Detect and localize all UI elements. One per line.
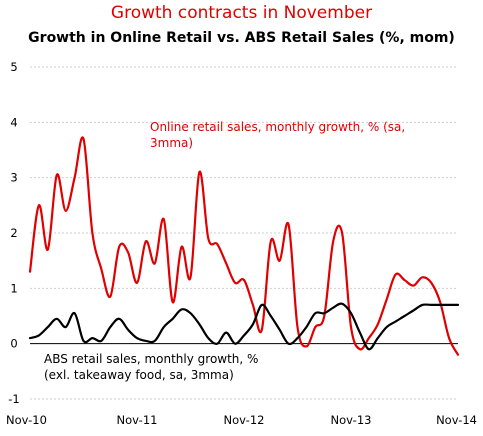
- y-tick-label: 0: [10, 337, 17, 351]
- online-series-annotation: 3mma): [150, 136, 193, 150]
- series-line-abs-retail: [28, 302, 460, 351]
- online-series-annotation: Online retail sales, monthly growth, % (…: [150, 120, 405, 134]
- axes: -1 0 1 2 3 4 5 Nov-10 Nov-11 Nov-12 Nov-13 Nov-14: [6, 60, 477, 427]
- y-tick-label: 5: [10, 60, 17, 74]
- gridlines: [30, 66, 458, 400]
- x-tick-label: Nov-14: [436, 413, 477, 427]
- y-tick-label: 2: [10, 226, 17, 240]
- x-tick-label: Nov-12: [224, 413, 265, 427]
- y-tick-label: 3: [10, 171, 17, 185]
- y-tick-label: 4: [10, 115, 17, 129]
- series-annotations: Online retail sales, monthly growth, % (…: [44, 120, 405, 382]
- abs-series-annotation: ABS retail sales, monthly growth, %: [44, 352, 258, 366]
- x-tick-label: Nov-13: [331, 413, 372, 427]
- chart-subtitle: Growth in Online Retail vs. ABS Retail S…: [28, 30, 455, 46]
- abs-series-annotation: (exl. takeaway food, sa, 3mma): [44, 368, 234, 382]
- series-lines: [28, 136, 460, 356]
- series-line-online-retail: [28, 136, 460, 356]
- x-tick-label: Nov-10: [6, 413, 47, 427]
- chart-title: Growth contracts in November: [110, 3, 373, 23]
- x-tick-label: Nov-11: [117, 413, 158, 427]
- y-tick-label: 1: [10, 281, 17, 295]
- y-tick-label: -1: [8, 392, 19, 406]
